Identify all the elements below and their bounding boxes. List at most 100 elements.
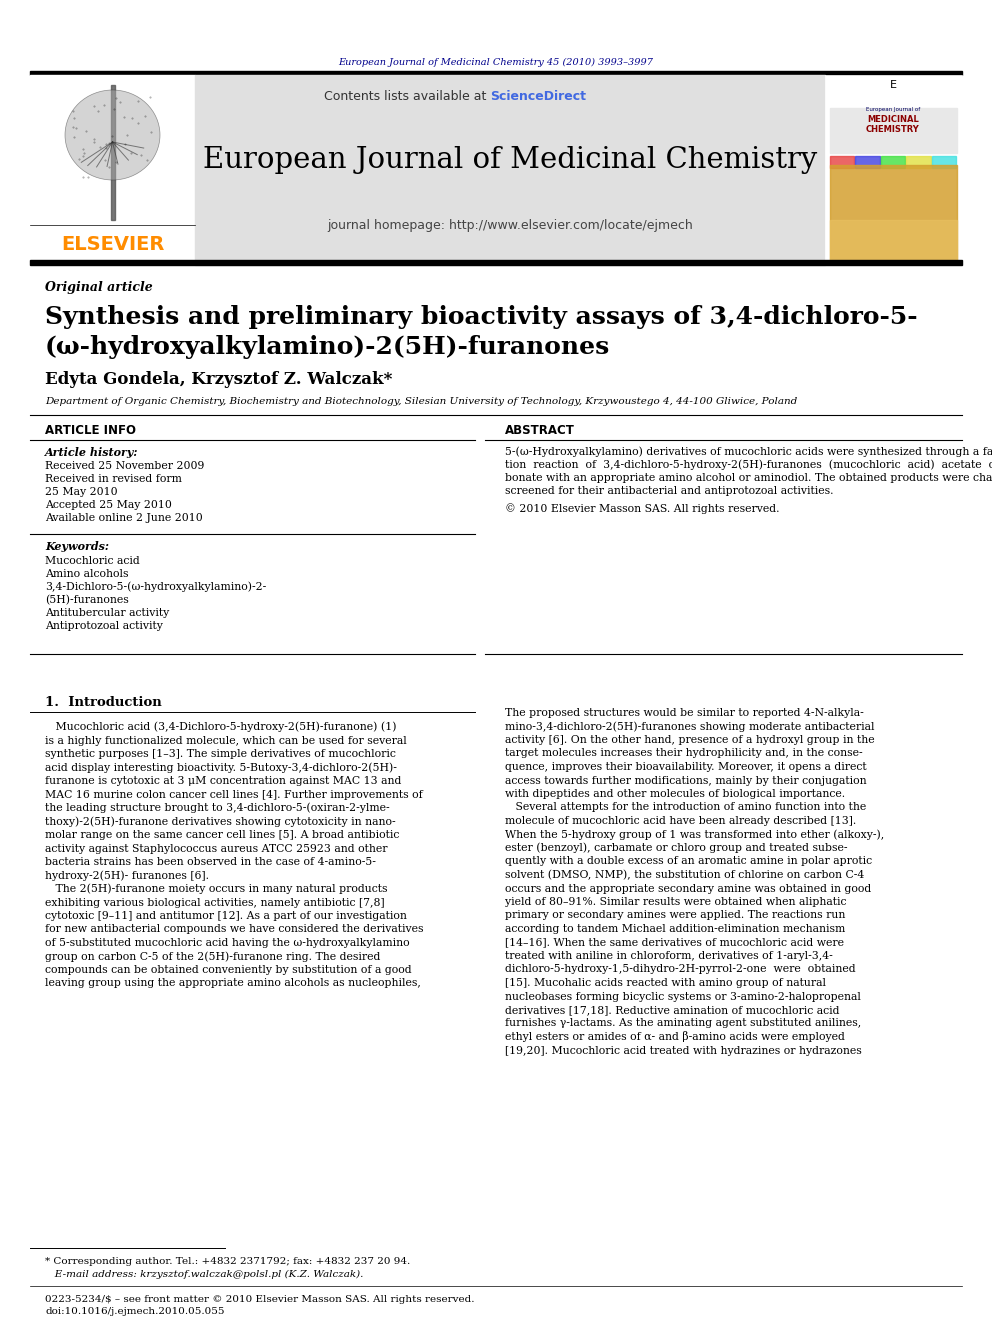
Bar — [881, 156, 905, 168]
Bar — [825, 75, 962, 265]
Text: thoxy)-2(5H)-furanone derivatives showing cytotoxicity in nano-: thoxy)-2(5H)-furanone derivatives showin… — [45, 816, 396, 827]
Bar — [855, 156, 880, 168]
Text: E: E — [890, 79, 897, 90]
Bar — [30, 261, 962, 265]
Text: Original article: Original article — [45, 280, 153, 294]
Text: target molecules increases their hydrophilicity and, in the conse-: target molecules increases their hydroph… — [505, 749, 863, 758]
Text: [19,20]. Mucochloric acid treated with hydrazines or hydrazones: [19,20]. Mucochloric acid treated with h… — [505, 1045, 862, 1056]
Text: primary or secondary amines were applied. The reactions run: primary or secondary amines were applied… — [505, 910, 845, 921]
Text: exhibiting various biological activities, namely antibiotic [7,8]: exhibiting various biological activities… — [45, 897, 385, 908]
Text: 1.  Introduction: 1. Introduction — [45, 696, 162, 709]
Text: Synthesis and preliminary bioactivity assays of 3,4-dichloro-5-: Synthesis and preliminary bioactivity as… — [45, 306, 918, 329]
Text: occurs and the appropriate secondary amine was obtained in good: occurs and the appropriate secondary ami… — [505, 884, 871, 893]
Text: with dipeptides and other molecules of biological importance.: with dipeptides and other molecules of b… — [505, 789, 845, 799]
Text: Contents lists available at: Contents lists available at — [323, 90, 490, 103]
Text: Antiprotozoal activity: Antiprotozoal activity — [45, 620, 163, 631]
Text: MEDICINAL: MEDICINAL — [867, 115, 919, 124]
Text: MAC 16 murine colon cancer cell lines [4]. Further improvements of: MAC 16 murine colon cancer cell lines [4… — [45, 790, 423, 799]
Text: for new antibacterial compounds we have considered the derivatives: for new antibacterial compounds we have … — [45, 925, 424, 934]
Text: bacteria strains has been observed in the case of 4-amino-5-: bacteria strains has been observed in th… — [45, 857, 376, 867]
Text: hydroxy-2(5H)- furanones [6].: hydroxy-2(5H)- furanones [6]. — [45, 871, 209, 881]
Bar — [830, 165, 957, 261]
Bar — [931, 156, 956, 168]
Text: solvent (DMSO, NMP), the substitution of chlorine on carbon C-4: solvent (DMSO, NMP), the substitution of… — [505, 869, 864, 880]
Text: ARTICLE INFO: ARTICLE INFO — [45, 423, 136, 437]
Text: access towards further modifications, mainly by their conjugation: access towards further modifications, ma… — [505, 775, 867, 786]
Text: the leading structure brought to 3,4-dichloro-5-(oxiran-2-ylme-: the leading structure brought to 3,4-dic… — [45, 803, 390, 814]
Text: ELSEVIER: ELSEVIER — [61, 235, 165, 254]
Text: ethyl esters or amides of α- and β-amino acids were employed: ethyl esters or amides of α- and β-amino… — [505, 1032, 845, 1043]
Bar — [830, 108, 957, 153]
Text: Received in revised form: Received in revised form — [45, 474, 182, 484]
Text: European Journal of Medicinal Chemistry: European Journal of Medicinal Chemistry — [203, 146, 817, 175]
Text: Received 25 November 2009: Received 25 November 2009 — [45, 460, 204, 471]
Text: activity [6]. On the other hand, presence of a hydroxyl group in the: activity [6]. On the other hand, presenc… — [505, 736, 875, 745]
Text: synthetic purposes [1–3]. The simple derivatives of mucochloric: synthetic purposes [1–3]. The simple der… — [45, 749, 396, 759]
Text: When the 5-hydroxy group of 1 was transformed into ether (alkoxy-),: When the 5-hydroxy group of 1 was transf… — [505, 830, 884, 840]
Text: (5H)-furanones: (5H)-furanones — [45, 595, 129, 605]
Text: bonate with an appropriate amino alcohol or aminodiol. The obtained products wer: bonate with an appropriate amino alcohol… — [505, 474, 992, 483]
Text: quence, improves their bioavailability. Moreover, it opens a direct: quence, improves their bioavailability. … — [505, 762, 867, 773]
Text: molar range on the same cancer cell lines [5]. A broad antibiotic: molar range on the same cancer cell line… — [45, 830, 400, 840]
Text: furanone is cytotoxic at 3 μM concentration against MAC 13 and: furanone is cytotoxic at 3 μM concentrat… — [45, 777, 402, 786]
Bar — [830, 220, 957, 261]
Text: Article history:: Article history: — [45, 446, 139, 458]
Ellipse shape — [65, 90, 160, 180]
Text: ABSTRACT: ABSTRACT — [505, 423, 575, 437]
Text: nucleobases forming bicyclic systems or 3-amino-2-halopropenal: nucleobases forming bicyclic systems or … — [505, 991, 861, 1002]
Text: The proposed structures would be similar to reported 4-N-alkyla-: The proposed structures would be similar… — [505, 708, 864, 718]
Bar — [30, 71, 962, 75]
Text: European Journal of Medicinal Chemistry 45 (2010) 3993–3997: European Journal of Medicinal Chemistry … — [338, 57, 654, 66]
Bar — [907, 156, 930, 168]
Text: Department of Organic Chemistry, Biochemistry and Biotechnology, Silesian Univer: Department of Organic Chemistry, Biochem… — [45, 397, 798, 406]
Text: [14–16]. When the same derivatives of mucochloric acid were: [14–16]. When the same derivatives of mu… — [505, 938, 844, 947]
Text: group on carbon C-5 of the 2(5H)-furanone ring. The desired: group on carbon C-5 of the 2(5H)-furanon… — [45, 951, 380, 962]
Text: Mucochloric acid (3,4-Dichloro-5-hydroxy-2(5H)-furanone) (1): Mucochloric acid (3,4-Dichloro-5-hydroxy… — [45, 722, 397, 733]
Text: cytotoxic [9–11] and antitumor [12]. As a part of our investigation: cytotoxic [9–11] and antitumor [12]. As … — [45, 912, 407, 921]
Text: 5-(ω-Hydroxyalkylamino) derivatives of mucochloric acids were synthesized throug: 5-(ω-Hydroxyalkylamino) derivatives of m… — [505, 447, 992, 458]
Text: yield of 80–91%. Similar results were obtained when aliphatic: yield of 80–91%. Similar results were ob… — [505, 897, 846, 908]
Text: ScienceDirect: ScienceDirect — [490, 90, 586, 103]
Text: journal homepage: http://www.elsevier.com/locate/ejmech: journal homepage: http://www.elsevier.co… — [327, 218, 692, 232]
Bar — [30, 75, 195, 265]
Text: mino-3,4-dichloro-2(5H)-furanones showing moderate antibacterial: mino-3,4-dichloro-2(5H)-furanones showin… — [505, 721, 875, 732]
Text: * Corresponding author. Tel.: +4832 2371792; fax: +4832 237 20 94.: * Corresponding author. Tel.: +4832 2371… — [45, 1257, 411, 1266]
Text: compounds can be obtained conveniently by substitution of a good: compounds can be obtained conveniently b… — [45, 964, 412, 975]
Bar — [195, 75, 825, 265]
Text: Available online 2 June 2010: Available online 2 June 2010 — [45, 513, 202, 523]
Text: Antitubercular activity: Antitubercular activity — [45, 609, 170, 618]
Text: 25 May 2010: 25 May 2010 — [45, 487, 118, 497]
Text: [15]. Mucohalic acids reacted with amino group of natural: [15]. Mucohalic acids reacted with amino… — [505, 978, 826, 988]
Text: doi:10.1016/j.ejmech.2010.05.055: doi:10.1016/j.ejmech.2010.05.055 — [45, 1307, 224, 1316]
Text: according to tandem Michael addition-elimination mechanism: according to tandem Michael addition-eli… — [505, 923, 845, 934]
Text: screened for their antibacterial and antiprotozoal activities.: screened for their antibacterial and ant… — [505, 486, 833, 496]
Text: treated with aniline in chloroform, derivatives of 1-aryl-3,4-: treated with aniline in chloroform, deri… — [505, 951, 832, 960]
Text: acid display interesting bioactivity. 5-Butoxy-3,4-dichloro-2(5H)-: acid display interesting bioactivity. 5-… — [45, 762, 397, 773]
Text: dichloro-5-hydroxy-1,5-dihydro-2H-pyrrol-2-one  were  obtained: dichloro-5-hydroxy-1,5-dihydro-2H-pyrrol… — [505, 964, 856, 975]
Text: © 2010 Elsevier Masson SAS. All rights reserved.: © 2010 Elsevier Masson SAS. All rights r… — [505, 504, 780, 515]
Text: 0223-5234/$ – see front matter © 2010 Elsevier Masson SAS. All rights reserved.: 0223-5234/$ – see front matter © 2010 El… — [45, 1294, 474, 1303]
Text: (ω-hydroxyalkylamino)-2(5H)-furanones: (ω-hydroxyalkylamino)-2(5H)-furanones — [45, 335, 610, 359]
Text: is a highly functionalized molecule, which can be used for several: is a highly functionalized molecule, whi… — [45, 736, 407, 745]
Text: Edyta Gondela, Krzysztof Z. Walczak*: Edyta Gondela, Krzysztof Z. Walczak* — [45, 372, 393, 389]
Text: Amino alcohols: Amino alcohols — [45, 569, 129, 579]
Bar — [110, 85, 114, 220]
Text: derivatives [17,18]. Reductive amination of mucochloric acid: derivatives [17,18]. Reductive amination… — [505, 1005, 839, 1015]
Text: molecule of mucochloric acid have been already described [13].: molecule of mucochloric acid have been a… — [505, 816, 856, 826]
Text: Accepted 25 May 2010: Accepted 25 May 2010 — [45, 500, 172, 509]
Text: CHEMISTRY: CHEMISTRY — [866, 126, 920, 135]
Text: quently with a double excess of an aromatic amine in polar aprotic: quently with a double excess of an aroma… — [505, 856, 872, 867]
Text: Several attempts for the introduction of amino function into the: Several attempts for the introduction of… — [505, 803, 866, 812]
Text: E-mail address: krzysztof.walczak@polsl.pl (K.Z. Walczak).: E-mail address: krzysztof.walczak@polsl.… — [45, 1270, 363, 1278]
Text: tion  reaction  of  3,4-dichloro-5-hydroxy-2(5H)-furanones  (mucochloric  acid) : tion reaction of 3,4-dichloro-5-hydroxy-… — [505, 459, 992, 470]
Text: leaving group using the appropriate amino alcohols as nucleophiles,: leaving group using the appropriate amin… — [45, 979, 421, 988]
Text: furnishes γ-lactams. As the aminating agent substituted anilines,: furnishes γ-lactams. As the aminating ag… — [505, 1019, 861, 1028]
Text: The 2(5H)-furanone moiety occurs in many natural products: The 2(5H)-furanone moiety occurs in many… — [45, 884, 388, 894]
Bar — [830, 156, 854, 168]
Text: of 5-substituted mucochloric acid having the ω-hydroxyalkylamino: of 5-substituted mucochloric acid having… — [45, 938, 410, 949]
Text: Keywords:: Keywords: — [45, 541, 109, 553]
Text: European Journal of: European Journal of — [866, 107, 921, 112]
Bar — [830, 79, 957, 95]
Text: 3,4-Dichloro-5-(ω-hydroxyalkylamino)-2-: 3,4-Dichloro-5-(ω-hydroxyalkylamino)-2- — [45, 582, 266, 593]
Text: activity against Staphylococcus aureus ATCC 25923 and other: activity against Staphylococcus aureus A… — [45, 844, 388, 853]
